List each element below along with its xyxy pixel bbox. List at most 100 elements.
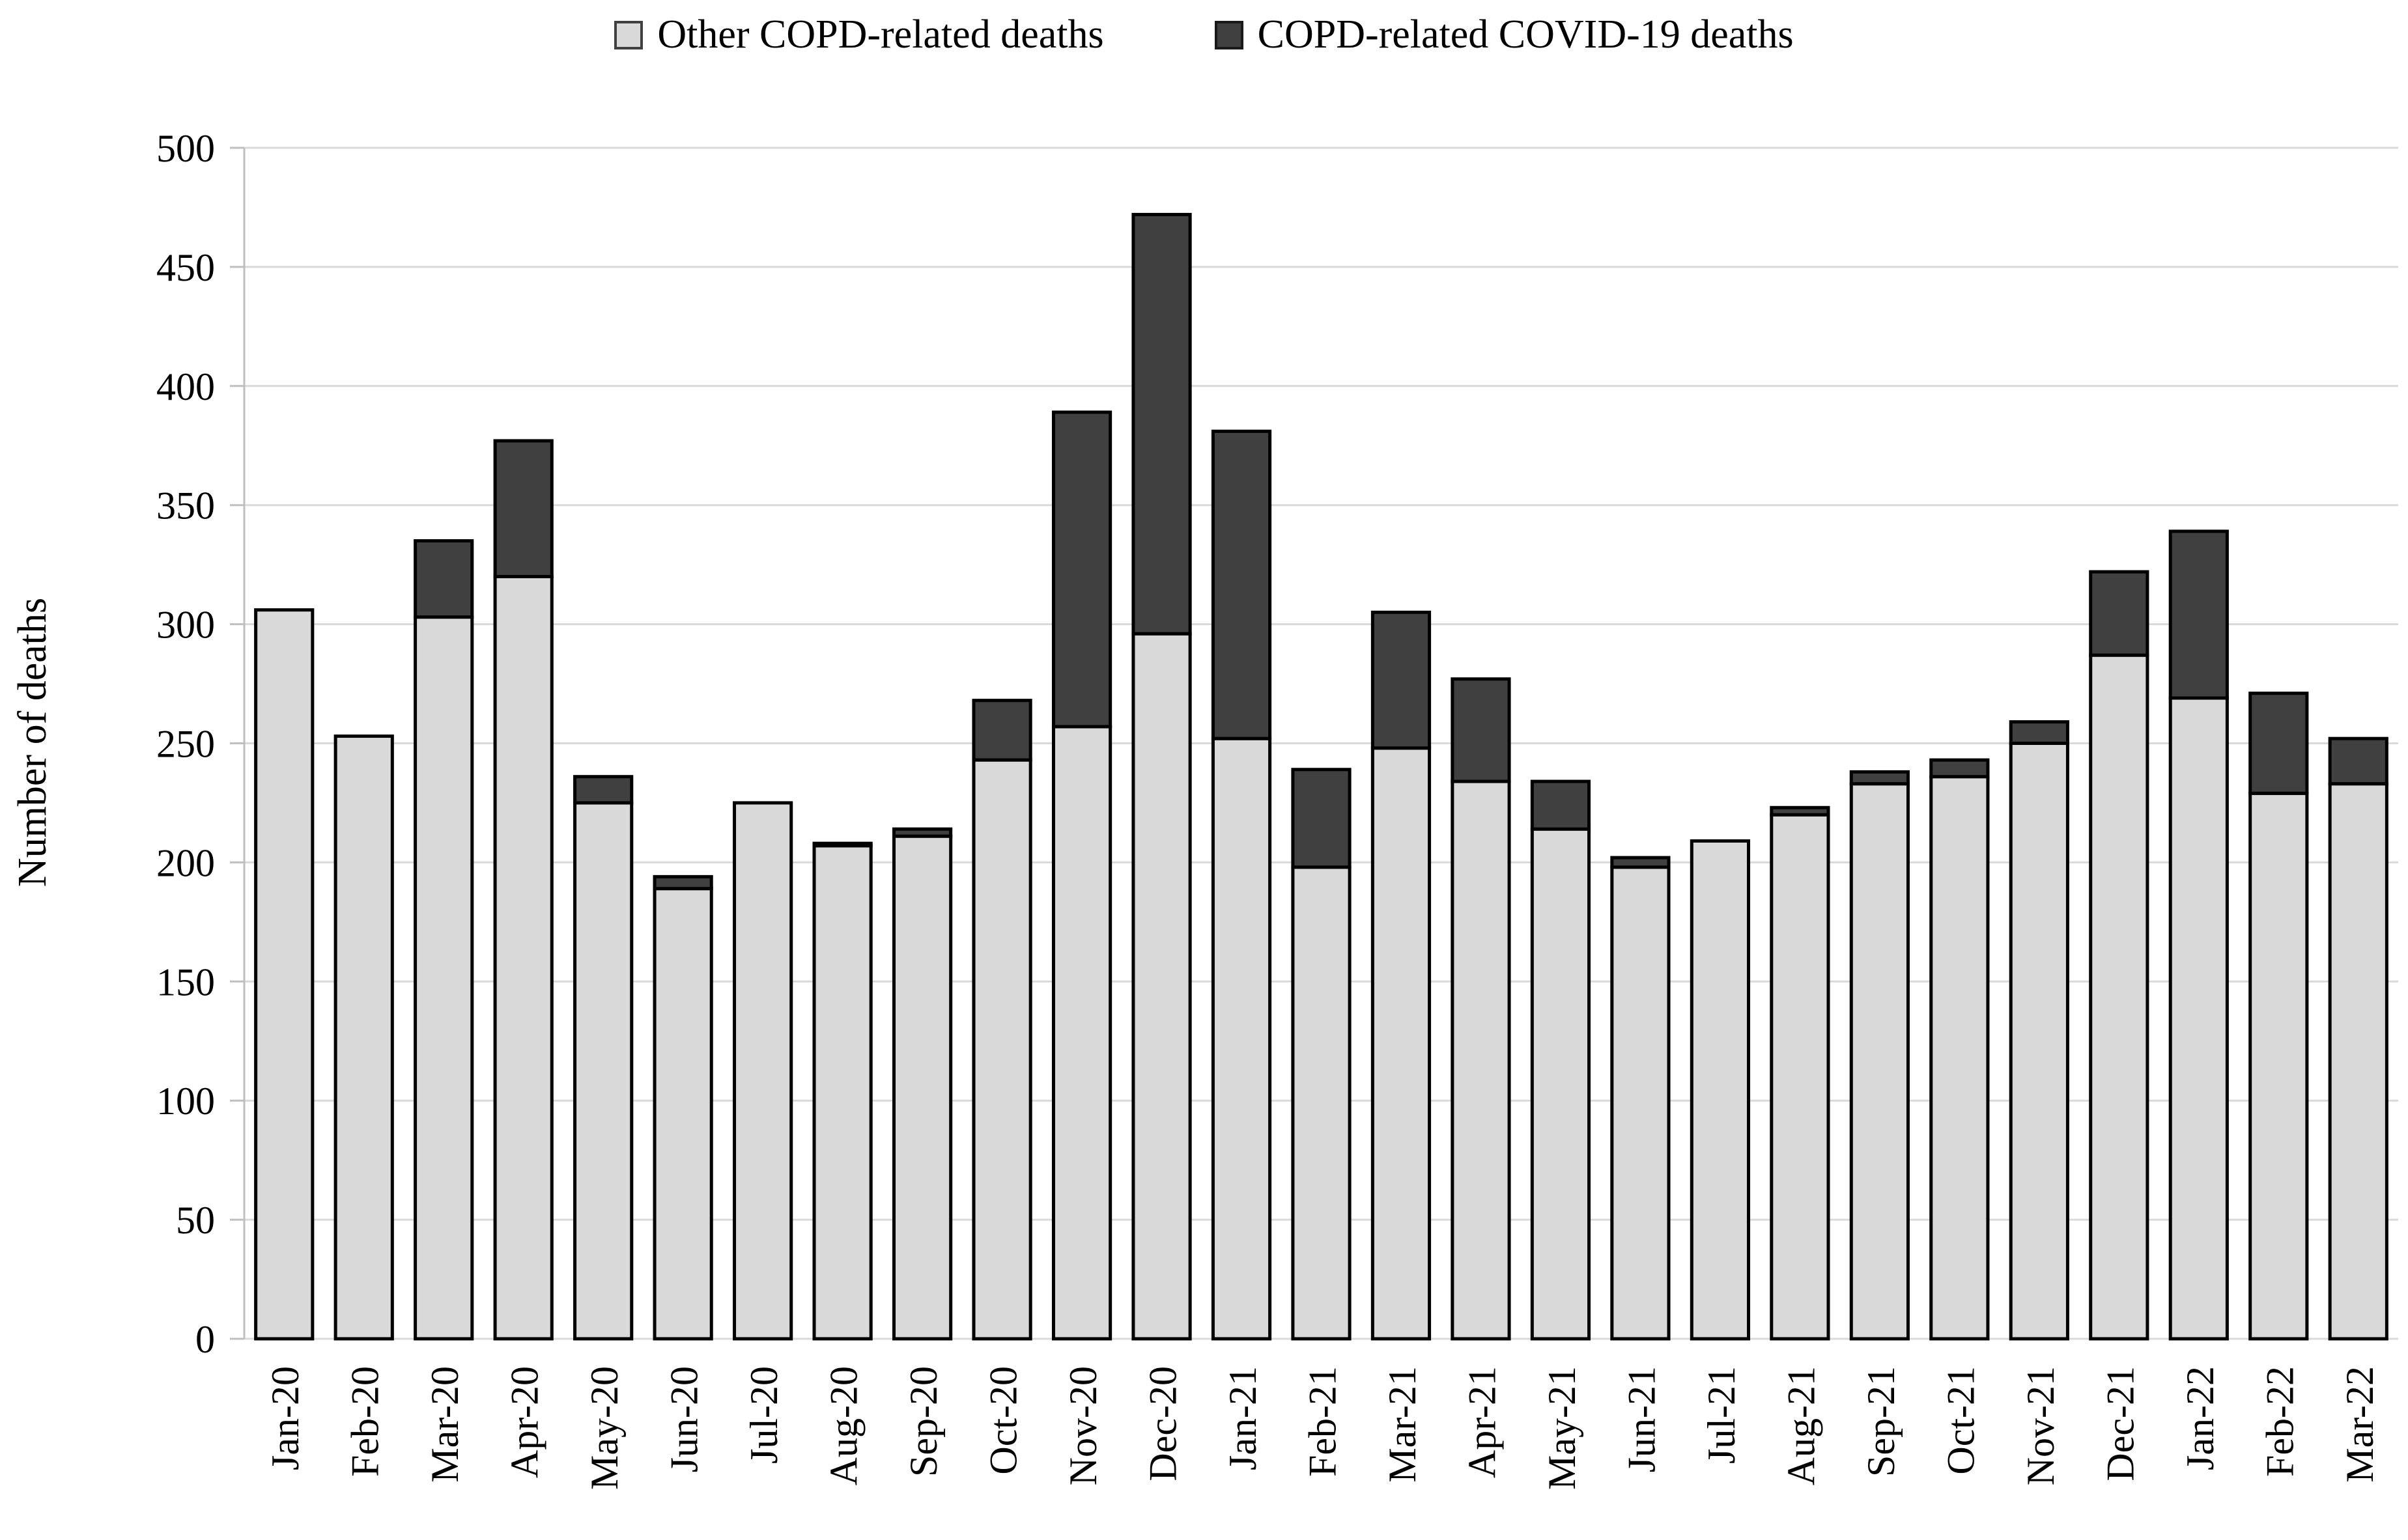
bar-Dec-21-other: [2089, 653, 2149, 1341]
y-tick-label-300: 300: [156, 604, 215, 647]
bar-Jul-21-other: [1690, 839, 1751, 1341]
bar-Mar-21-covid: [1370, 610, 1432, 750]
axes: [230, 147, 246, 1340]
bar-Jan-21-other: [1211, 736, 1272, 1341]
bar-Oct-20-covid: [972, 699, 1032, 762]
chart-legend: Other COPD-related deaths COPD-related C…: [0, 12, 2408, 58]
x-tick-label-Feb-22: Feb-22: [2258, 1366, 2301, 1477]
legend-label-other-copd: Other COPD-related deaths: [657, 12, 1104, 57]
y-tick-label-100: 100: [156, 1080, 215, 1123]
x-tick-label-Mar-21: Mar-21: [1381, 1366, 1424, 1483]
x-tick-label-Dec-20: Dec-20: [1142, 1366, 1185, 1481]
bar-Jan-20-other: [254, 608, 315, 1341]
bar-Jun-20-covid: [653, 875, 713, 891]
bar-Sep-20-other: [892, 834, 953, 1341]
bar-Feb-22-other: [2248, 791, 2309, 1341]
bar-May-21-other: [1530, 827, 1591, 1341]
x-tick-label-Aug-21: Aug-21: [1779, 1366, 1822, 1485]
bars: [254, 212, 2388, 1341]
bar-Apr-20-other: [493, 574, 554, 1341]
bar-Oct-21-covid: [1929, 758, 1990, 779]
x-tick-label-Oct-20: Oct-20: [982, 1366, 1025, 1475]
bar-Mar-22-other: [2328, 782, 2388, 1341]
x-tick-label-Jan-20: Jan-20: [264, 1366, 307, 1470]
legend-swatch-covid-icon: [1214, 20, 1243, 49]
bar-May-21-covid: [1530, 779, 1591, 831]
y-tick-label-200: 200: [156, 841, 215, 884]
bar-Oct-21-other: [1929, 775, 1990, 1341]
bar-Jun-21-covid: [1610, 856, 1671, 869]
x-tick-label-Jun-20: Jun-20: [663, 1366, 706, 1472]
bar-Mar-20-other: [414, 615, 474, 1341]
bar-Mar-21-other: [1370, 746, 1432, 1341]
bar-May-20-covid: [573, 775, 634, 805]
legend-item-covid: COPD-related COVID-19 deaths: [1214, 12, 1794, 58]
bar-Aug-21-covid: [1770, 805, 1830, 817]
y-tick-label-400: 400: [156, 365, 215, 408]
bar-Apr-21-covid: [1451, 677, 1511, 783]
x-tick-label-Apr-21: Apr-21: [1460, 1366, 1503, 1478]
y-tick-label-450: 450: [156, 246, 215, 289]
y-tick-label-0: 0: [195, 1318, 215, 1361]
x-tick-label-Apr-20: Apr-20: [503, 1366, 546, 1478]
y-tick-label-350: 350: [156, 484, 215, 527]
bar-Oct-20-other: [972, 758, 1032, 1341]
x-tick-label-Oct-21: Oct-21: [1939, 1366, 1982, 1475]
bar-Sep-21-covid: [1849, 770, 1910, 786]
bar-Aug-20-other: [812, 844, 873, 1341]
x-tick-label-Feb-21: Feb-21: [1301, 1366, 1344, 1477]
bar-Mar-20-covid: [414, 539, 474, 619]
x-tick-labels: Jan-20 Feb-20 Mar-20 Apr-20 May-20 Jun-20 Jul-…: [264, 1366, 2381, 1490]
bar-Jan-22-other: [2168, 696, 2229, 1341]
y-tick-label-150: 150: [156, 960, 215, 1003]
x-tick-label-Sep-21: Sep-21: [1860, 1366, 1903, 1477]
x-tick-label-Jun-21: Jun-21: [1620, 1366, 1663, 1472]
bar-Nov-20-covid: [1051, 410, 1112, 729]
x-tick-label-Mar-22: Mar-22: [2338, 1366, 2381, 1483]
bar-Aug-20-covid: [812, 841, 873, 848]
legend-swatch-other-copd-icon: [614, 20, 644, 49]
bar-Nov-21-other: [2009, 742, 2069, 1341]
legend-label-covid: COPD-related COVID-19 deaths: [1257, 12, 1794, 57]
bar-Dec-20-other: [1131, 632, 1192, 1341]
bar-Sep-20-covid: [892, 827, 953, 838]
y-tick-labels: 0 50 100 150 200 250 300 350 400 450 500: [156, 127, 215, 1361]
bar-Sep-21-other: [1849, 782, 1910, 1341]
bar-Jun-20-other: [653, 887, 713, 1341]
x-tick-label-Jan-22: Jan-22: [2179, 1366, 2222, 1470]
bar-Jul-20-other: [733, 801, 793, 1341]
x-tick-label-Jul-20: Jul-20: [743, 1366, 786, 1464]
bar-Aug-21-other: [1770, 813, 1830, 1341]
bar-Mar-22-covid: [2328, 736, 2388, 786]
x-tick-label-Nov-20: Nov-20: [1062, 1366, 1105, 1485]
bar-Nov-20-other: [1051, 725, 1112, 1341]
y-tick-label-250: 250: [156, 723, 215, 766]
y-tick-label-500: 500: [156, 127, 215, 170]
x-tick-label-Jul-21: Jul-21: [1700, 1366, 1743, 1464]
bar-Jan-21-covid: [1211, 429, 1272, 740]
x-tick-label-May-20: May-20: [583, 1366, 626, 1490]
bar-Apr-20-covid: [493, 439, 554, 578]
legend-item-other-copd: Other COPD-related deaths: [614, 12, 1104, 58]
bar-Feb-20-other: [333, 735, 394, 1341]
bar-Jun-21-other: [1610, 865, 1671, 1341]
y-axis-title: Number of deaths: [10, 598, 55, 887]
x-tick-label-Mar-20: Mar-20: [423, 1366, 466, 1483]
bar-Feb-21-other: [1291, 865, 1352, 1341]
bar-Nov-21-covid: [2009, 720, 2069, 746]
x-tick-label-Sep-20: Sep-20: [902, 1366, 945, 1477]
bar-Jan-22-covid: [2168, 529, 2229, 700]
bar-Feb-21-covid: [1291, 768, 1352, 869]
bar-Dec-21-covid: [2089, 570, 2149, 657]
bar-May-20-other: [573, 801, 634, 1341]
x-tick-label-Feb-20: Feb-20: [344, 1366, 387, 1477]
bar-Feb-22-covid: [2248, 692, 2309, 795]
bar-Apr-21-other: [1451, 779, 1511, 1341]
x-tick-label-Jan-21: Jan-21: [1221, 1366, 1264, 1470]
x-tick-label-Nov-21: Nov-21: [2019, 1366, 2062, 1485]
x-tick-label-May-21: May-21: [1540, 1366, 1583, 1490]
x-tick-label-Aug-20: Aug-20: [823, 1366, 866, 1485]
x-tick-label-Dec-21: Dec-21: [2099, 1366, 2142, 1481]
